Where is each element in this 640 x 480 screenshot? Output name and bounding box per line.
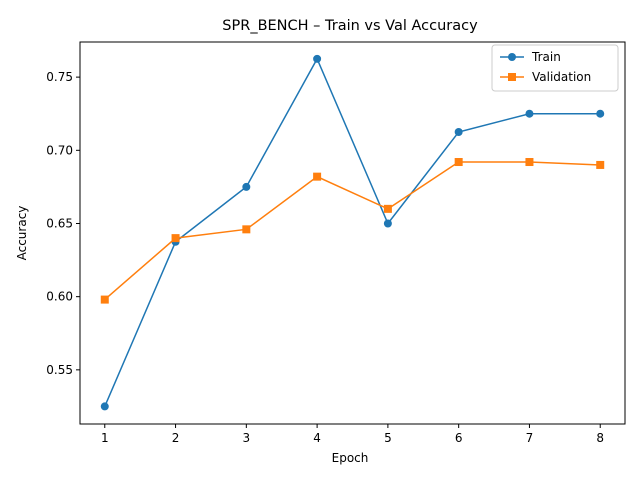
series-line [104,57,601,407]
x-tick-label: 1 [101,431,109,445]
data-point [242,225,251,234]
x-tick-label: 3 [243,431,251,445]
x-tick-label: 8 [596,431,604,445]
data-point [596,109,605,118]
chart-title: SPR_BENCH – Train vs Val Accuracy [222,18,478,34]
data-point [454,158,463,167]
legend-item: Train [500,50,561,64]
series-line [104,161,601,301]
y-axis-title: Accuracy [15,206,29,261]
y-axis: 0.55 0.60 0.65 0.70 0.75 [46,70,80,377]
legend-marker [508,73,516,81]
x-tick-label: 6 [455,431,463,445]
y-tick-label: 0.75 [46,70,73,84]
plot-frame [79,41,626,425]
data-point [596,160,605,169]
y-tick-label: 0.55 [46,363,73,377]
data-point [171,234,180,243]
legend-marker [508,53,516,61]
data-point [383,204,392,213]
x-axis-title: Epoch [332,451,369,465]
data-point [100,402,109,411]
data-point [313,54,322,63]
legend-label: Train [531,50,561,64]
x-axis: 1 2 3 4 5 6 7 8 [101,424,604,445]
x-tick-label: 4 [313,431,321,445]
data-point [313,172,322,181]
y-tick-label: 0.65 [46,216,73,230]
legend-label: Validation [532,70,591,84]
data-point [100,295,109,304]
data-point [454,128,463,137]
y-tick-label: 0.60 [46,290,73,304]
y-tick-label: 0.70 [46,143,73,157]
series-validation [100,158,605,304]
data-point [242,182,251,191]
x-tick-label: 5 [384,431,392,445]
series-train [100,54,605,411]
x-tick-label: 7 [526,431,534,445]
x-tick-label: 2 [172,431,180,445]
data-point [383,219,392,228]
data-point [525,109,534,118]
legend: Train Validation [491,44,619,92]
legend-item: Validation [500,70,591,84]
data-point [525,158,534,167]
